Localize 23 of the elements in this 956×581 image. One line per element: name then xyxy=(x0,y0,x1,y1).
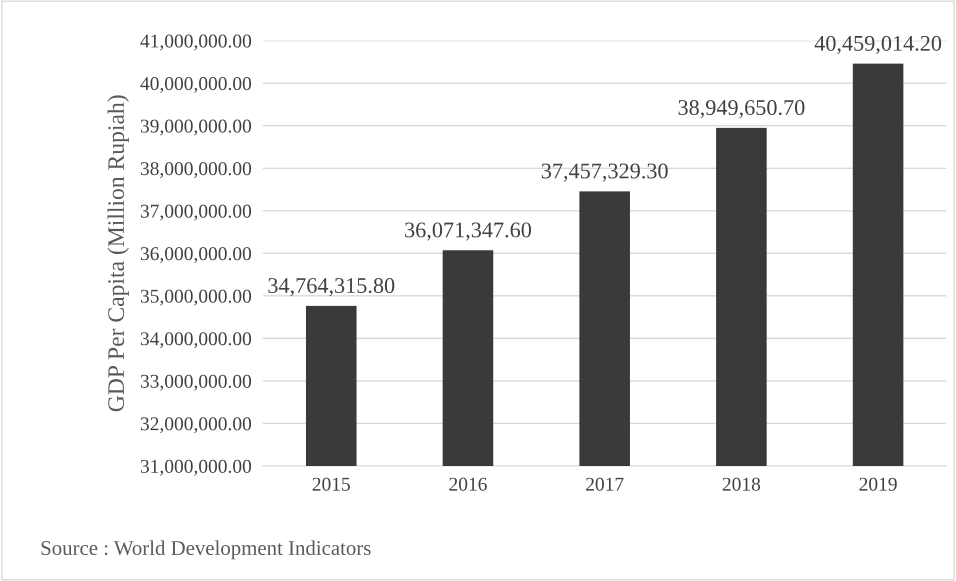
y-tick-label: 32,000,000.00 xyxy=(140,417,252,434)
x-tick-label: 2018 xyxy=(722,478,760,491)
y-tick-label: 35,000,000.00 xyxy=(140,290,252,306)
y-tick-label: 39,000,000.00 xyxy=(140,120,252,136)
source-note: Source : World Development Indicators xyxy=(42,540,371,560)
data-label: 34,764,315.80 xyxy=(268,278,394,296)
data-label: 37,457,329.30 xyxy=(542,163,668,182)
y-tick-label: 31,000,000.00 xyxy=(140,460,252,476)
data-label: 36,071,347.60 xyxy=(405,222,532,241)
y-tick-label: 36,000,000.00 xyxy=(140,247,252,264)
y-tick-label: 38,000,000.00 xyxy=(140,162,252,178)
data-label: 40,459,014.20 xyxy=(814,36,942,54)
y-tick-label: 34,000,000.00 xyxy=(140,332,252,348)
y-tick-label: 37,000,000.00 xyxy=(140,204,252,221)
y-axis-title: GDP Per Capita (Million Rupiah) xyxy=(107,95,129,412)
x-tick-label: 2015 xyxy=(312,478,350,491)
y-tick-label: 33,000,000.00 xyxy=(140,374,252,391)
y-tick-label: 40,000,000.00 xyxy=(140,77,252,93)
x-tick-label: 2017 xyxy=(586,478,624,491)
x-tick-label: 2016 xyxy=(449,478,487,491)
y-tick-label: 41,000,000.00 xyxy=(140,34,252,50)
data-label: 38,949,650.70 xyxy=(678,100,804,118)
x-tick-label: 2019 xyxy=(859,478,897,491)
